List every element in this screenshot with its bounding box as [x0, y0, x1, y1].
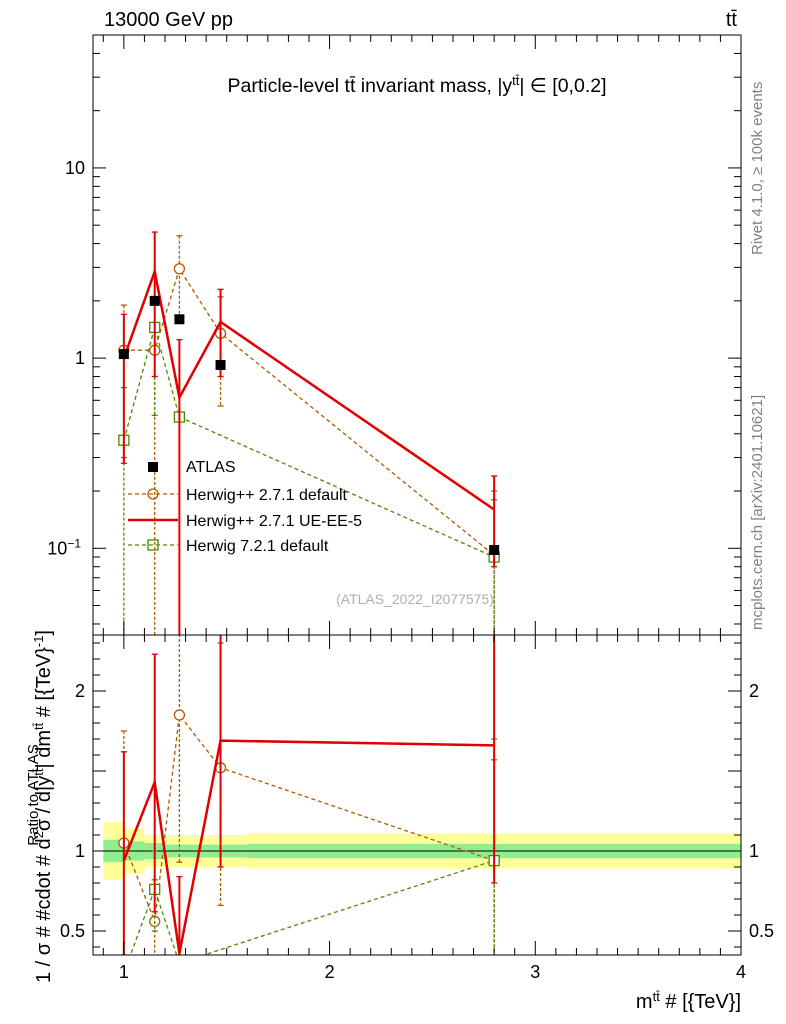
x-tick-label: 2: [325, 962, 335, 982]
main-point-atlas: [118, 349, 129, 360]
legend-label-herwig7-default: Herwig 7.2.1 default: [186, 538, 329, 555]
x-tick-label: 4: [736, 962, 746, 982]
ratio-plot-area: [93, 635, 741, 968]
main-point-atlas: [174, 314, 185, 325]
main-point-atlas: [489, 544, 500, 555]
x-axis-label: mtt̄ # [{TeV}]: [636, 989, 741, 1014]
legend-marker-herwig7-default: [147, 539, 159, 551]
ratio-y-axis: 0.5 0.5 1 1 2 2: [60, 642, 774, 948]
main-line-herwig-7-2-1-default: [123, 324, 495, 558]
ylabel-sup: tt̄: [31, 722, 46, 730]
rivet-version-label: Rivet 4.1.0, ≥ 100k events: [749, 82, 766, 255]
main-series-group: [118, 231, 500, 635]
xlabel-part: m: [636, 991, 653, 1013]
ratio-y-axis-label: Ratio to ATLAS: [25, 744, 42, 845]
main-y-axis-label: 1 / σ # #cdot # d2σ / d|ytt̄| dmtt̄ # [{…: [31, 630, 56, 983]
main-title: Particle-level tt̄ invariant mass, |ytt̄…: [228, 73, 607, 98]
main-title-part: | ∈ [0,0.2]: [519, 75, 606, 97]
legend-marker-herwigpp-default: [147, 488, 159, 500]
ylabel-sup: 2: [31, 831, 46, 838]
ratio-y-tick-label-right: 2: [749, 681, 759, 701]
ratio-y-tick-label-right: 0.5: [749, 921, 774, 941]
ylabel-sup: tt̄: [31, 768, 46, 776]
legend-entry-herwig7-default: Herwig 7.2.1 default: [128, 538, 329, 555]
ratio-point-herwig-7-2-1-default: [174, 958, 184, 968]
ratio-panel-frame: [92, 634, 742, 956]
main-plot-area: [118, 231, 500, 635]
ratio-y-tick-label: 2: [75, 681, 85, 701]
main-x-ticks: [102, 35, 742, 635]
main-y-tick-label: 1: [75, 348, 85, 368]
ylabel-part: 1 / σ # #cdot # d: [33, 838, 55, 983]
mcplots-label: mcplots.cern.ch [arXiv:2401.10621]: [749, 395, 766, 630]
legend-marker-atlas: [148, 462, 158, 472]
watermark: (ATLAS_2022_I2077575): [336, 591, 494, 607]
legend: ATLAS Herwig++ 2.7.1 default Herwig++ 2.…: [128, 459, 362, 555]
ylabel-sup: -1: [31, 636, 46, 648]
xlabel-sup: tt̄: [653, 989, 661, 1004]
main-point-atlas: [215, 359, 226, 370]
ratio-line-herwig-2-7-1-default: [123, 713, 495, 922]
main-y-tick-label: 10−1: [47, 536, 81, 558]
main-title-part: Particle-level t: [228, 75, 351, 97]
main-point-atlas: [149, 295, 160, 306]
legend-label-atlas: ATLAS: [186, 459, 236, 476]
energy-label: 13000 GeV pp: [104, 9, 233, 31]
main-title-sup: tt̄: [512, 73, 520, 88]
ratio-y-tick-label: 1: [75, 841, 85, 861]
main-y-tick-label-exp: −1: [67, 536, 81, 550]
main-point-herwig-2-7-1-default: [173, 263, 186, 275]
legend-entry-herwigpp-ueee5: Herwig++ 2.7.1 UE-EE-5: [128, 513, 362, 530]
legend-label-herwigpp-ueee5: Herwig++ 2.7.1 UE-EE-5: [186, 513, 362, 530]
legend-label-herwigpp-default: Herwig++ 2.7.1 default: [186, 487, 348, 504]
legend-entry-atlas: ATLAS: [148, 459, 236, 476]
ratio-y-tick-label-right: 1: [749, 841, 759, 861]
x-tick-label: 3: [530, 962, 540, 982]
process-label: tt̄: [726, 9, 738, 31]
main-title-tbar: t̄: [349, 75, 356, 97]
main-y-tick-label-base: 10: [47, 538, 67, 558]
ratio-y-tick-label: 0.5: [60, 921, 85, 941]
xlabel-part: # [{TeV}]: [660, 991, 741, 1013]
ylabel-part: | dm: [33, 730, 55, 769]
ylabel-part: σ / d|y: [33, 776, 55, 831]
ratio-point-herwig-2-7-1-default: [173, 709, 186, 721]
main-title-part: invariant mass, |y: [355, 75, 512, 97]
ratio-series-group: [118, 635, 500, 968]
ratio-line-herwig-7-2-1-default: [129, 859, 495, 955]
ylabel-part: ]: [33, 630, 55, 636]
x-tick-label: 1: [119, 962, 129, 982]
legend-entry-herwigpp-default: Herwig++ 2.7.1 default: [128, 487, 348, 504]
ylabel-part: # [{TeV}: [33, 647, 55, 723]
main-y-tick-label: 10: [65, 158, 85, 178]
ratio-x-axis: 1 2 3 4: [102, 635, 746, 982]
